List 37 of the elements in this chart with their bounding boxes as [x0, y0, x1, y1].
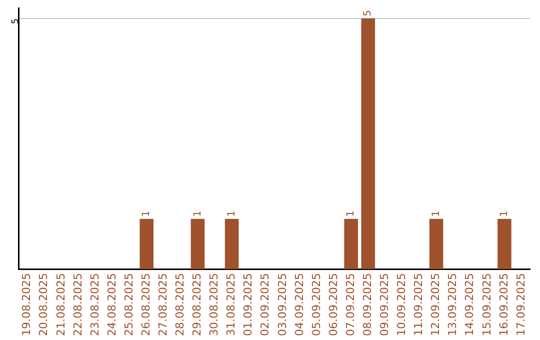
x-tick-label: 22.08.2025: [71, 273, 84, 336]
data-label: 5: [362, 10, 374, 16]
x-tick-label: 27.08.2025: [156, 273, 170, 336]
x-tick-label: 19.08.2025: [20, 273, 34, 336]
x-tick-label: 30.08.2025: [208, 273, 221, 336]
x-tick-label: 31.08.2025: [224, 273, 238, 336]
x-tick-label: 05.09.2025: [310, 273, 323, 336]
x-tick-label: 10.09.2025: [395, 273, 408, 336]
x-tick-label: 24.08.2025: [105, 273, 118, 336]
x-tick-label: 20.08.2025: [37, 273, 50, 336]
x-tick-label: 07.09.2025: [344, 273, 357, 336]
data-label: 1: [226, 210, 238, 217]
data-label: 1: [346, 210, 357, 217]
x-tick-label: 15.09.2025: [480, 273, 494, 336]
x-tick-label: 28.08.2025: [174, 273, 187, 336]
data-label: 1: [430, 210, 442, 217]
x-tick-label: 21.08.2025: [54, 273, 68, 336]
x-tick-label: 29.08.2025: [190, 273, 204, 336]
x-tick-label: 03.09.2025: [276, 273, 289, 336]
data-label: 1: [499, 210, 510, 217]
x-tick-label: 23.08.2025: [88, 273, 102, 336]
x-tick-label: 08.09.2025: [360, 273, 374, 336]
x-tick-label: 14.09.2025: [463, 273, 476, 336]
x-tick-label: 06.09.2025: [326, 273, 340, 336]
x-tick-label: 16.09.2025: [497, 273, 510, 336]
x-tick-label: 26.08.2025: [139, 273, 152, 336]
data-label: 1: [192, 210, 204, 217]
x-tick-label: 12.09.2025: [429, 273, 442, 336]
x-tick-label: 25.08.2025: [122, 273, 136, 336]
x-tick-label: 09.09.2025: [378, 273, 392, 336]
x-tick-label: 01.09.2025: [242, 273, 255, 336]
data-label: 1: [141, 210, 152, 217]
x-tick-label: 11.09.2025: [412, 273, 426, 336]
x-tick-label: 13.09.2025: [446, 273, 460, 336]
x-tick-label: 04.09.2025: [292, 273, 306, 336]
x-tick-label: 02.09.2025: [258, 273, 272, 336]
x-tick-label: 17.09.2025: [514, 273, 528, 336]
